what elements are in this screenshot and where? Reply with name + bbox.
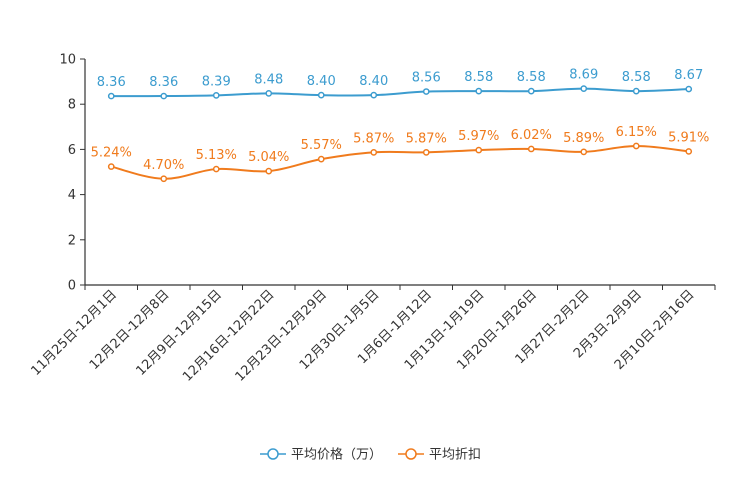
data-point-avg-discount[interactable] [422, 148, 430, 156]
data-label-avg-price: 8.58 [464, 70, 493, 85]
data-point-avg-discount[interactable] [580, 148, 588, 156]
data-label-avg-discount: 5.89% [563, 131, 604, 146]
data-point-avg-price[interactable] [265, 90, 273, 97]
data-label-avg-price: 8.58 [622, 70, 651, 85]
data-point-avg-discount[interactable] [317, 155, 325, 163]
data-label-avg-discount: 6.02% [511, 128, 552, 143]
data-point-avg-discount[interactable] [370, 148, 378, 156]
data-label-avg-price: 8.36 [149, 75, 178, 90]
data-label-avg-price: 8.40 [359, 74, 388, 89]
axes: 024681011月25日-12月1日12月2日-12月8日12月9日-12月1… [28, 53, 716, 385]
data-point-avg-price[interactable] [527, 87, 535, 95]
data-label-avg-price: 8.39 [202, 74, 231, 89]
y-tick-label: 6 [68, 143, 76, 158]
data-label-avg-discount: 5.87% [406, 131, 447, 146]
data-label-avg-discount: 6.15% [616, 125, 657, 140]
data-label-avg-discount: 5.57% [301, 138, 342, 153]
y-tick-label: 10 [59, 53, 76, 68]
series-line-avg-price [111, 87, 689, 98]
data-point-avg-discount[interactable] [265, 167, 273, 175]
data-point-avg-discount[interactable] [475, 146, 483, 154]
series-layer [107, 85, 693, 183]
data-point-avg-price[interactable] [422, 88, 430, 95]
data-label-avg-discount: 4.70% [143, 158, 184, 173]
y-tick-label: 0 [68, 279, 76, 294]
legend-marker-avg-discount [405, 448, 417, 460]
data-point-avg-discount[interactable] [527, 145, 535, 153]
data-label-avg-discount: 5.87% [353, 131, 394, 146]
data-point-avg-discount[interactable] [685, 148, 693, 155]
y-tick-label: 8 [68, 98, 76, 113]
data-point-avg-price[interactable] [317, 91, 325, 99]
data-label-avg-price: 8.40 [307, 74, 336, 89]
data-point-avg-discount[interactable] [107, 163, 115, 170]
legend[interactable]: 平均价格（万） 平均折扣 [260, 447, 481, 463]
y-tick-label: 4 [68, 188, 76, 203]
data-label-avg-discount: 5.04% [248, 150, 289, 165]
series-line-avg-discount [111, 145, 689, 180]
legend-item-avg-price[interactable]: 平均价格（万） [260, 447, 382, 463]
data-point-avg-price[interactable] [580, 85, 588, 92]
data-label-avg-discount: 5.24% [91, 146, 132, 161]
data-point-avg-discount[interactable] [212, 165, 220, 173]
x-tick-label: 12月16日-12月22日 [180, 287, 277, 384]
data-point-avg-price[interactable] [160, 92, 168, 100]
data-point-avg-price[interactable] [632, 87, 640, 95]
legend-item-avg-discount[interactable]: 平均折扣 [398, 448, 481, 463]
data-label-avg-price: 8.56 [412, 71, 441, 86]
data-point-avg-price[interactable] [107, 92, 115, 100]
data-labels: 8.36 8.36 8.39 8.48 8.40 8.40 8.56 8.58 8.58 8.69… [91, 68, 710, 173]
data-label-avg-price: 8.36 [97, 75, 126, 90]
data-label-avg-price: 8.48 [254, 72, 283, 87]
data-label-avg-discount: 5.97% [458, 129, 499, 144]
legend-label-avg-discount: 平均折扣 [429, 448, 481, 463]
data-label-avg-discount: 5.13% [196, 148, 237, 163]
data-label-avg-price: 8.69 [569, 68, 598, 83]
x-tick-label: 11月25日-12月1日 [28, 287, 120, 379]
y-tick-label: 2 [68, 233, 76, 248]
data-label-avg-price: 8.58 [517, 70, 546, 85]
data-label-avg-price: 8.67 [674, 68, 703, 83]
data-point-avg-discount[interactable] [160, 175, 168, 183]
legend-marker-avg-price [267, 448, 279, 460]
data-point-avg-price[interactable] [212, 92, 220, 99]
data-point-avg-price[interactable] [685, 85, 693, 93]
x-tick-label: 12月23日-12月29日 [233, 287, 330, 384]
data-point-avg-price[interactable] [475, 87, 483, 95]
data-point-avg-price[interactable] [370, 91, 378, 99]
data-point-avg-discount[interactable] [632, 142, 640, 150]
data-label-avg-discount: 5.91% [668, 130, 709, 145]
legend-label-avg-price: 平均价格（万） [291, 447, 382, 463]
